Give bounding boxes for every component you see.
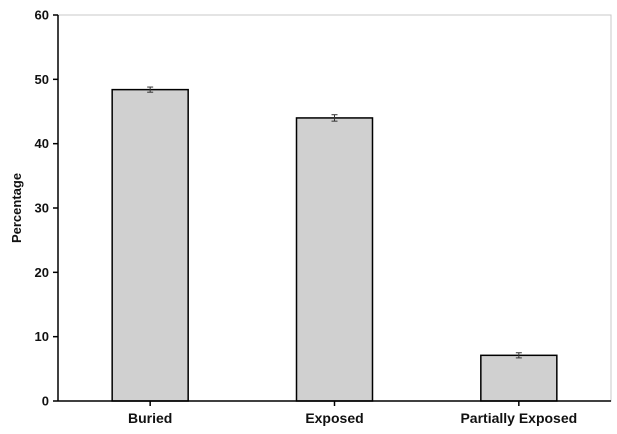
x-category-label: Buried (128, 410, 172, 426)
y-tick-label: 30 (35, 201, 49, 216)
y-tick-label: 10 (35, 329, 49, 344)
bar-exposed (295, 117, 374, 402)
x-category-label: Partially Exposed (460, 410, 577, 426)
y-tick-label: 50 (35, 72, 49, 87)
y-tick-label: 20 (35, 265, 49, 280)
bar-buried (111, 88, 189, 402)
bar-partially-exposed (480, 354, 558, 402)
x-category-label: Exposed (305, 410, 363, 426)
y-axis-title: Percentage (9, 173, 24, 243)
error-bars-group (147, 86, 522, 359)
y-axis-ticks: 0 10 20 30 40 50 60 (35, 8, 58, 409)
y-tick-label: 40 (35, 136, 49, 151)
category-labels: Buried Exposed Partially Exposed (128, 401, 577, 426)
bars-group (111, 88, 558, 402)
y-tick-label: 0 (42, 394, 49, 409)
y-tick-label: 60 (35, 8, 49, 23)
